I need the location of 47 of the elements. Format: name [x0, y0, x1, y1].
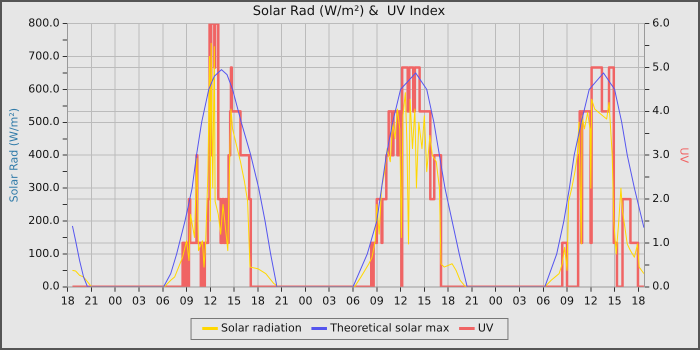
x-tick-label: 18 — [250, 294, 265, 308]
x-tick-label: 15 — [417, 294, 432, 308]
y2-tick-label: 0.0 — [652, 280, 670, 293]
y-tick-label: 600.0 — [28, 82, 60, 96]
x-tick-label: 09 — [180, 294, 194, 308]
y2-tick-label: 3.0 — [652, 148, 670, 162]
y-axis-title: Solar Rad (W/m²) — [7, 108, 20, 202]
x-tick-label: 09 — [370, 294, 384, 308]
x-tick-label: 00 — [108, 294, 122, 308]
x-tick-label: 18 — [631, 294, 646, 308]
x-tick-label: 03 — [132, 294, 146, 308]
x-tick-label: 00 — [298, 294, 312, 308]
x-tick-label: 15 — [227, 294, 242, 308]
legend-label: Solar radiation — [221, 321, 302, 334]
y-tick-label: 300.0 — [28, 180, 60, 194]
y2-tick-label: 6.0 — [652, 16, 670, 30]
x-tick-label: 21 — [464, 294, 479, 308]
x-tick-label: 09 — [560, 294, 574, 308]
y-tick-label: 0.0 — [42, 280, 60, 293]
y2-tick-label: 1.0 — [652, 236, 670, 249]
x-tick-label: 15 — [608, 294, 622, 308]
y2-tick-label: 4.0 — [652, 104, 670, 118]
y-tick-label: 400.0 — [28, 148, 60, 162]
x-tick-label: 06 — [536, 294, 550, 308]
legend-label: UV — [478, 321, 494, 334]
x-tick-label: 12 — [584, 294, 598, 308]
x-tick-label: 00 — [488, 294, 503, 308]
y2-tick-label: 2.0 — [652, 192, 670, 205]
x-tick-label: 06 — [156, 294, 170, 308]
x-tick-label: 18 — [441, 294, 456, 308]
y2-axis-title: UV — [678, 147, 691, 164]
x-tick-label: 03 — [512, 294, 526, 308]
x-tick-label: 21 — [274, 294, 289, 308]
x-tick-label: 21 — [84, 294, 98, 308]
x-tick-label: 18 — [60, 294, 75, 308]
y-tick-label: 100.0 — [28, 246, 60, 260]
x-tick-label: 03 — [322, 294, 336, 308]
y-tick-label: 700.0 — [28, 49, 60, 62]
x-tick-label: 12 — [394, 294, 408, 308]
legend-label: Theoretical solar max — [329, 321, 450, 334]
y-tick-label: 500.0 — [28, 115, 60, 128]
y-tick-label: 200.0 — [28, 214, 60, 227]
y2-tick-label: 5.0 — [652, 60, 670, 74]
chart-title: Solar Rad (W/m²) & UV Index — [252, 4, 446, 20]
x-tick-label: 06 — [346, 294, 360, 308]
x-tick-label: 12 — [203, 294, 218, 308]
y-tick-label: 800.0 — [28, 16, 60, 30]
